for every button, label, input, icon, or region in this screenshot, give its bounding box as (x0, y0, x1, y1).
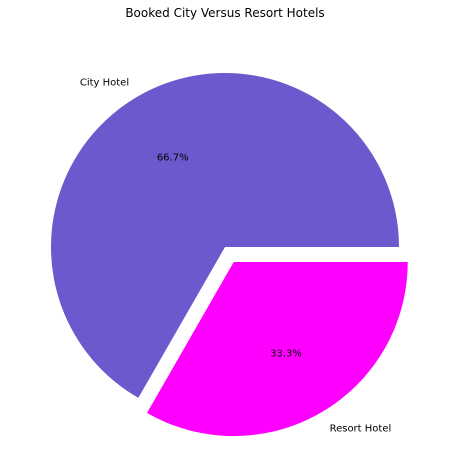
pie-slices (51, 72, 408, 437)
slice-label-city-hotel: City Hotel (80, 77, 129, 88)
slice-label-resort-hotel: Resort Hotel (330, 424, 392, 435)
pct-label-city-hotel: 66.7% (157, 153, 189, 164)
slice-resort-hotel (147, 262, 408, 437)
chart-title: Booked City Versus Resort Hotels (125, 6, 324, 20)
slice-city-hotel (51, 72, 399, 398)
pct-label-resort-hotel: 33.3% (270, 348, 302, 359)
